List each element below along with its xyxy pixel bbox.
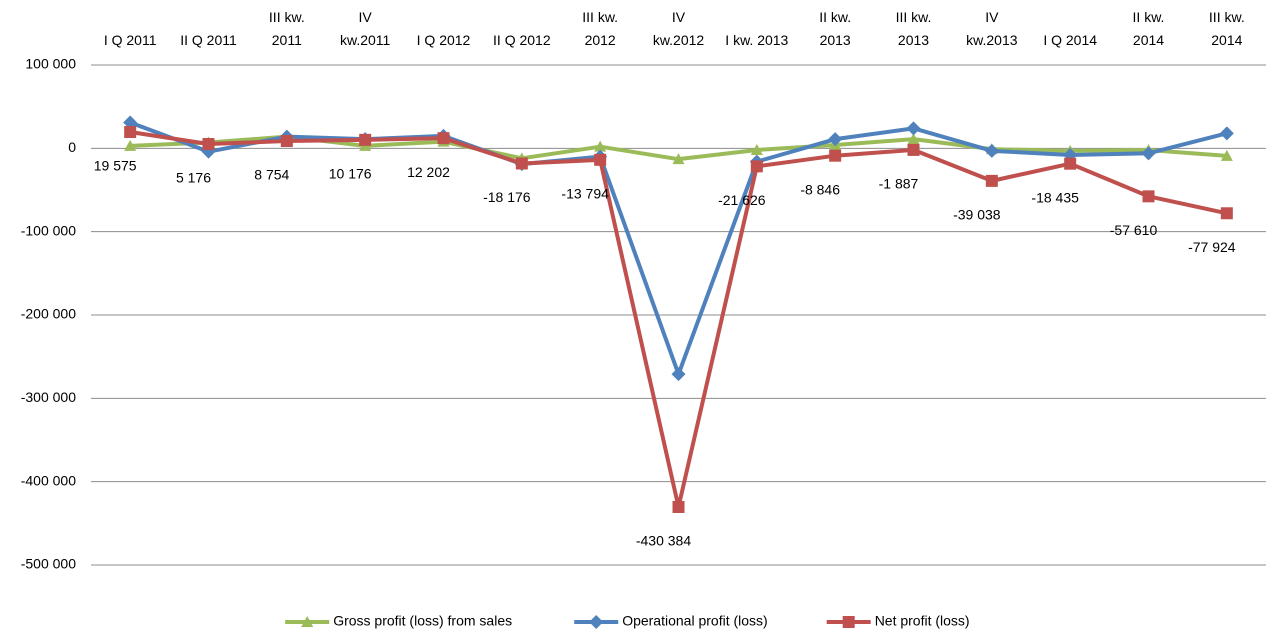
point xyxy=(984,143,999,158)
point xyxy=(828,132,843,147)
x-tick-label: I kw. 2013 xyxy=(725,32,788,48)
point xyxy=(750,160,763,173)
point xyxy=(907,133,920,145)
x-tick-label: IV kw.2012 xyxy=(653,9,705,48)
x-tick-label: I Q 2011 xyxy=(104,32,157,48)
point xyxy=(671,367,686,382)
x-tick-label: III kw. 2014 xyxy=(1209,9,1245,48)
data-label: -77 924 xyxy=(1188,239,1236,255)
legend-item: Gross profit (loss) from sales xyxy=(285,613,512,629)
x-tick-label: IV kw.2011 xyxy=(340,9,391,48)
point xyxy=(1220,149,1233,161)
x-tick-label: II kw. 2014 xyxy=(1133,9,1165,48)
data-label: 12 202 xyxy=(407,164,450,180)
point xyxy=(1141,146,1156,161)
point xyxy=(907,143,920,156)
point xyxy=(124,126,137,139)
legend-label: Gross profit (loss) from sales xyxy=(333,613,512,629)
x-tick-label: II Q 2011 xyxy=(180,32,237,48)
data-label: -1 887 xyxy=(879,176,919,192)
x-tick-label: II Q 2012 xyxy=(493,32,551,48)
point xyxy=(594,153,607,166)
point xyxy=(594,140,607,152)
point xyxy=(202,138,215,151)
x-tick-label: III kw. 2012 xyxy=(582,9,618,48)
data-label: -18 435 xyxy=(1031,189,1079,205)
data-label: 19 575 xyxy=(94,158,137,174)
point xyxy=(123,115,138,130)
data-label: -57 610 xyxy=(1110,222,1158,238)
legend-item: Operational profit (loss) xyxy=(574,613,768,629)
x-tick-label: III kw. 2013 xyxy=(896,9,932,48)
point xyxy=(906,121,921,136)
data-label: -430 384 xyxy=(636,533,691,549)
point xyxy=(359,133,372,146)
legend-label: Net profit (loss) xyxy=(875,613,970,629)
point xyxy=(829,149,842,162)
point xyxy=(672,153,685,165)
point xyxy=(750,144,763,155)
data-label: 8 754 xyxy=(254,167,289,183)
point xyxy=(672,500,685,513)
point xyxy=(515,157,528,170)
data-label: -21 626 xyxy=(718,192,766,208)
legend-label: Operational profit (loss) xyxy=(622,613,768,629)
x-tick-label: I Q 2012 xyxy=(417,32,471,48)
data-label: 10 176 xyxy=(329,166,372,182)
y-tick-label: -400 000 xyxy=(21,472,76,488)
point xyxy=(1142,190,1155,203)
y-tick-label: -100 000 xyxy=(21,222,76,238)
y-tick-label: 100 000 xyxy=(25,56,76,72)
legend-item: Net profit (loss) xyxy=(826,613,970,629)
data-label: -18 176 xyxy=(483,189,531,205)
point xyxy=(301,616,314,627)
series-line xyxy=(129,130,1228,509)
y-tick-label: -200 000 xyxy=(21,306,76,322)
point xyxy=(1064,157,1077,170)
point xyxy=(842,616,855,628)
point xyxy=(985,174,998,187)
x-tick-label: III kw. 2011 xyxy=(269,9,305,48)
y-tick-label: -300 000 xyxy=(21,389,76,405)
x-tick-label: I Q 2014 xyxy=(1043,32,1097,48)
point xyxy=(589,615,604,629)
x-tick-label: II kw. 2013 xyxy=(819,9,851,48)
data-label: -39 038 xyxy=(953,207,1001,223)
point xyxy=(124,139,137,151)
data-label: -8 846 xyxy=(800,181,840,197)
point xyxy=(437,132,450,145)
y-tick-label: -500 000 xyxy=(21,556,76,572)
y-tick-label: 0 xyxy=(68,139,76,155)
point xyxy=(1220,207,1233,220)
data-label: -13 794 xyxy=(561,186,609,202)
point xyxy=(1219,126,1234,141)
data-label: 5 176 xyxy=(176,170,211,186)
point xyxy=(280,135,293,148)
x-tick-label: IV kw.2013 xyxy=(966,9,1018,48)
